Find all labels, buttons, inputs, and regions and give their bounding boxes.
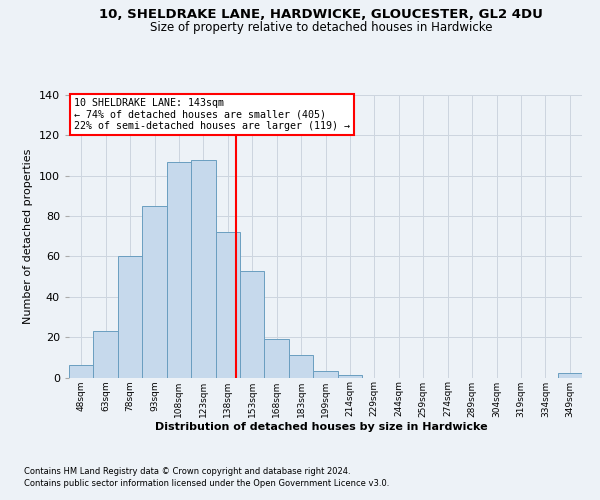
- Bar: [118, 256, 142, 378]
- Y-axis label: Number of detached properties: Number of detached properties: [23, 148, 33, 324]
- Bar: [313, 372, 338, 378]
- Text: Distribution of detached houses by size in Hardwicke: Distribution of detached houses by size …: [155, 422, 487, 432]
- Bar: [167, 162, 191, 378]
- Bar: [191, 160, 215, 378]
- Text: Contains public sector information licensed under the Open Government Licence v3: Contains public sector information licen…: [24, 478, 389, 488]
- Bar: [289, 356, 313, 378]
- Bar: [265, 339, 289, 378]
- Text: Size of property relative to detached houses in Hardwicke: Size of property relative to detached ho…: [150, 21, 492, 34]
- Text: 10, SHELDRAKE LANE, HARDWICKE, GLOUCESTER, GL2 4DU: 10, SHELDRAKE LANE, HARDWICKE, GLOUCESTE…: [99, 8, 543, 20]
- Text: Contains HM Land Registry data © Crown copyright and database right 2024.: Contains HM Land Registry data © Crown c…: [24, 468, 350, 476]
- Bar: [94, 331, 118, 378]
- Bar: [557, 374, 582, 378]
- Bar: [69, 366, 94, 378]
- Bar: [142, 206, 167, 378]
- Bar: [338, 376, 362, 378]
- Bar: [215, 232, 240, 378]
- Text: 10 SHELDRAKE LANE: 143sqm
← 74% of detached houses are smaller (405)
22% of semi: 10 SHELDRAKE LANE: 143sqm ← 74% of detac…: [74, 98, 350, 131]
- Bar: [240, 270, 265, 378]
